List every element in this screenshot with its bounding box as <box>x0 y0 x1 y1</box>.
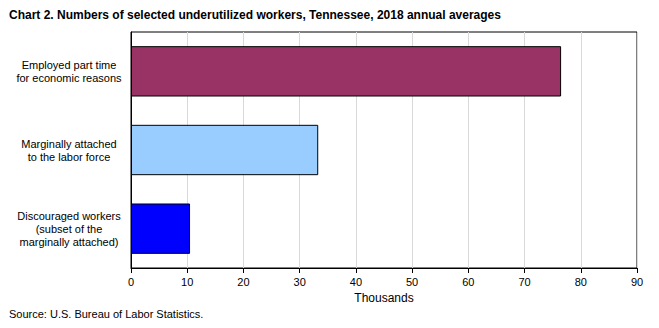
svg-text:Marginally attached: Marginally attached <box>21 138 116 150</box>
svg-text:Discouraged workers: Discouraged workers <box>17 210 121 222</box>
svg-text:90: 90 <box>631 276 643 288</box>
svg-text:Thousands: Thousands <box>354 291 413 305</box>
svg-text:60: 60 <box>462 276 474 288</box>
svg-text:40: 40 <box>350 276 362 288</box>
svg-text:50: 50 <box>406 276 418 288</box>
svg-text:80: 80 <box>575 276 587 288</box>
svg-text:(subset of the: (subset of the <box>36 223 103 235</box>
svg-text:Chart 2. Numbers of selected u: Chart 2. Numbers of selected underutiliz… <box>9 8 501 22</box>
svg-text:70: 70 <box>518 276 530 288</box>
svg-text:10: 10 <box>181 276 193 288</box>
svg-text:for economic reasons: for economic reasons <box>16 72 122 84</box>
svg-text:20: 20 <box>237 276 249 288</box>
svg-text:marginally attached): marginally attached) <box>19 236 118 248</box>
svg-text:Employed part time: Employed part time <box>22 59 117 71</box>
svg-text:30: 30 <box>294 276 306 288</box>
svg-text:to the labor force: to the labor force <box>28 151 111 163</box>
svg-text:0: 0 <box>128 276 134 288</box>
svg-text:Source: U.S. Bureau of Labor S: Source: U.S. Bureau of Labor Statistics. <box>9 308 203 320</box>
